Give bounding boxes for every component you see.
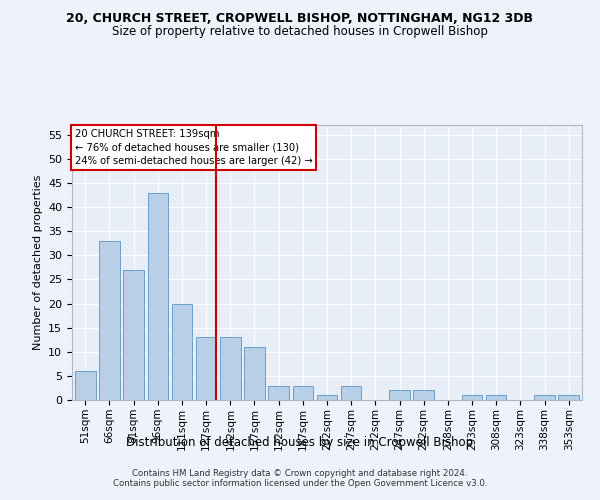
Text: Contains public sector information licensed under the Open Government Licence v3: Contains public sector information licen… <box>113 480 487 488</box>
Bar <box>389 390 410 400</box>
Bar <box>486 395 506 400</box>
Text: Size of property relative to detached houses in Cropwell Bishop: Size of property relative to detached ho… <box>112 25 488 38</box>
Bar <box>341 386 361 400</box>
Bar <box>99 241 120 400</box>
Bar <box>220 338 241 400</box>
Bar <box>172 304 192 400</box>
Y-axis label: Number of detached properties: Number of detached properties <box>32 175 43 350</box>
Bar <box>534 395 555 400</box>
Bar <box>124 270 144 400</box>
Bar <box>148 192 168 400</box>
Text: Distribution of detached houses by size in Cropwell Bishop: Distribution of detached houses by size … <box>127 436 473 449</box>
Bar <box>559 395 579 400</box>
Bar <box>268 386 289 400</box>
Text: 20 CHURCH STREET: 139sqm
← 76% of detached houses are smaller (130)
24% of semi-: 20 CHURCH STREET: 139sqm ← 76% of detach… <box>74 129 313 166</box>
Bar <box>317 395 337 400</box>
Bar <box>462 395 482 400</box>
Bar <box>196 338 217 400</box>
Bar <box>413 390 434 400</box>
Text: Contains HM Land Registry data © Crown copyright and database right 2024.: Contains HM Land Registry data © Crown c… <box>132 470 468 478</box>
Bar <box>293 386 313 400</box>
Bar <box>75 371 95 400</box>
Text: 20, CHURCH STREET, CROPWELL BISHOP, NOTTINGHAM, NG12 3DB: 20, CHURCH STREET, CROPWELL BISHOP, NOTT… <box>67 12 533 26</box>
Bar <box>244 347 265 400</box>
